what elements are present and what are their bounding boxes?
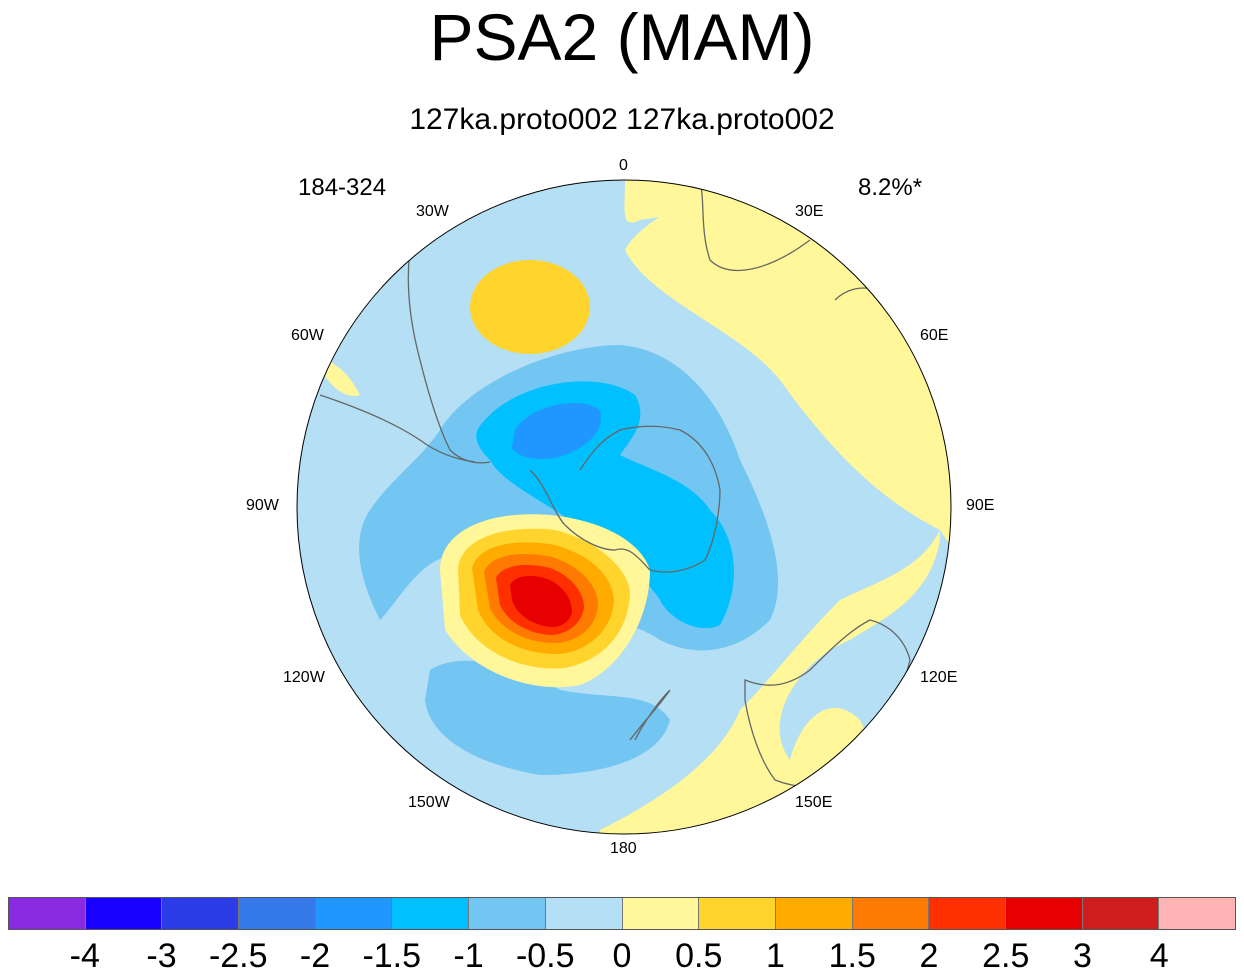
colorbar-tick-label: 1.5	[828, 937, 876, 975]
colorbar-tick-label: 3	[1073, 937, 1092, 975]
colorbar-swatch	[775, 898, 853, 929]
colorbar-tick-label: -1	[453, 937, 484, 975]
colorbar-swatch	[315, 898, 393, 929]
colorbar-tick-label: 0.5	[675, 937, 723, 975]
lon-label-60w: 60W	[291, 327, 324, 344]
colorbar-swatch	[699, 898, 776, 929]
contour-field	[297, 180, 951, 834]
colorbar-swatch	[162, 898, 240, 929]
lon-label-30w: 30W	[416, 203, 449, 220]
colorbar-swatch	[852, 898, 930, 929]
lon-label-90e: 90E	[966, 497, 995, 514]
colorbar-swatch	[9, 898, 86, 929]
colorbar-tick-label: 4	[1149, 937, 1169, 975]
colorbar-tick-label: 2.5	[982, 937, 1030, 975]
colorbar-swatch	[1005, 898, 1083, 929]
colorbar-swatch	[239, 898, 316, 929]
colorbar-tick-label: 0	[612, 937, 632, 975]
plot-title: PSA2 (MAM)	[429, 0, 815, 74]
colorbar-tick-label: -3	[146, 937, 177, 975]
lon-label-60e: 60E	[920, 327, 949, 344]
right-annotation: 8.2%*	[858, 174, 923, 201]
lon-label-150w: 150W	[408, 794, 450, 811]
colorbar-swatch	[1082, 898, 1160, 929]
pos-region-60w	[322, 361, 360, 396]
lon-label-150e: 150E	[795, 794, 833, 811]
colorbar-tick-label: -4	[69, 937, 100, 975]
pos2-blob-north	[470, 260, 590, 354]
lon-label-0: 0	[619, 157, 628, 174]
lon-label-30e: 30E	[795, 203, 824, 220]
map-boundary	[296, 179, 952, 835]
colorbar-swatch	[622, 898, 700, 929]
pos6-core	[510, 575, 572, 628]
colorbar-swatch	[929, 898, 1006, 929]
colorbar-swatch	[545, 898, 623, 929]
colorbar-tick-label: 2	[919, 937, 939, 975]
lon-label-90w: 90W	[246, 497, 279, 514]
plot-subtitle: 127ka.proto002 127ka.proto002	[409, 103, 835, 136]
neg3-core	[512, 402, 601, 460]
lon-label-180: 180	[610, 840, 637, 857]
colorbar-swatch	[1159, 898, 1235, 929]
left-annotation: 184-324	[298, 174, 387, 201]
colorbar-swatch	[392, 898, 470, 929]
colorbar-tick-label: -2.5	[208, 937, 268, 975]
colorbar-swatch	[85, 898, 163, 929]
colorbar-swatch	[469, 898, 546, 929]
colorbar-tick-labels: -4 -3 -2.5 -2 -1.5 -1 -0.5 0 0.5 1 1.5 2 2.5 3 4	[0, 936, 1244, 976]
colorbar-tick-label: -1.5	[362, 937, 422, 975]
colorbar-tick-label: -0.5	[515, 937, 575, 975]
lon-label-120e: 120E	[920, 669, 958, 686]
colorbar	[8, 897, 1236, 930]
lon-label-120w: 120W	[283, 669, 325, 686]
pos-region-north-band	[624, 180, 701, 223]
colorbar-tick-label: 1	[766, 937, 785, 975]
colorbar-tick-label: -2	[299, 937, 331, 975]
pos-region-nw	[297, 180, 951, 560]
neg1-southwest	[425, 660, 670, 775]
